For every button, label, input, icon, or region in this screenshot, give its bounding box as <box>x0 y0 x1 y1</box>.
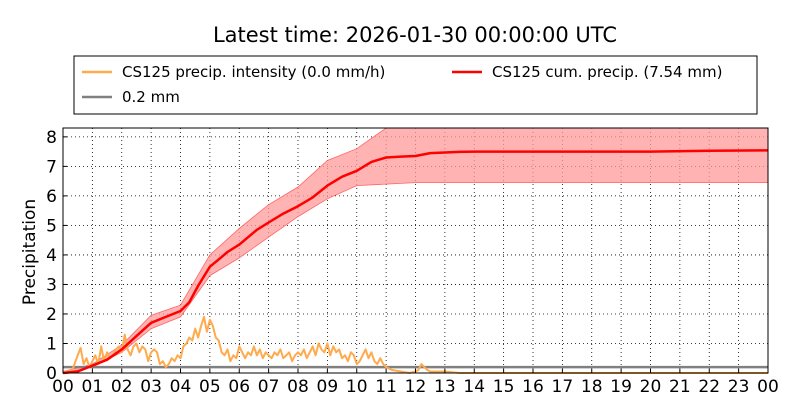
plot-frame <box>62 127 769 374</box>
x-ticks: 00 01 02 03 04 05 06 07 08 09 10 11 12 13 14 15 16 17 18 19… <box>52 369 779 397</box>
legend-label-threshold: 0.2 mm <box>122 88 180 106</box>
intensity-line <box>63 315 768 374</box>
x-tick-label: 00 <box>52 377 74 397</box>
y-tick-label: 6 <box>46 187 57 207</box>
y-tick-label: 1 <box>46 334 57 354</box>
legend-label-cumulative: CS125 cum. precip. (7.54 mm) <box>492 63 722 81</box>
x-tick-label: 19 <box>610 377 632 397</box>
legend-label-intensity: CS125 precip. intensity (0.0 mm/h) <box>122 63 385 81</box>
x-tick-label: 12 <box>405 377 427 397</box>
x-tick-label: 06 <box>228 377 250 397</box>
x-tick-label: 18 <box>581 377 603 397</box>
series-lines <box>62 149 769 375</box>
x-tick-label: 23 <box>728 377 750 397</box>
x-tick-label: 16 <box>522 377 544 397</box>
legend: CS125 precip. intensity (0.0 mm/h) CS125… <box>73 55 758 115</box>
x-tick-label: 15 <box>493 377 515 397</box>
x-tick-label: 07 <box>258 377 280 397</box>
x-tick-label: 04 <box>170 377 192 397</box>
x-tick-label: 02 <box>111 377 133 397</box>
cumulative-line <box>62 149 769 375</box>
y-tick-label: 8 <box>46 128 57 148</box>
y-ticks: 0 1 2 3 4 5 6 7 8 <box>46 128 67 384</box>
x-tick-label: 11 <box>375 377 397 397</box>
y-tick-label: 3 <box>46 275 57 295</box>
x-tick-label: 20 <box>640 377 662 397</box>
y-tick-label: 5 <box>46 216 57 236</box>
y-tick-label: 2 <box>46 305 57 325</box>
x-tick-label: 22 <box>698 377 720 397</box>
x-tick-label: 05 <box>199 377 221 397</box>
x-tick-label: 03 <box>140 377 162 397</box>
x-tick-label: 13 <box>434 377 456 397</box>
x-tick-label: 00 <box>757 377 779 397</box>
y-axis-label: Precipitation <box>20 199 40 305</box>
y-tick-label: 7 <box>46 157 57 177</box>
x-tick-label: 09 <box>317 377 339 397</box>
x-tick-label: 17 <box>552 377 574 397</box>
x-tick-label: 10 <box>346 377 368 397</box>
x-tick-label: 14 <box>463 377 485 397</box>
x-tick-label: 08 <box>287 377 309 397</box>
y-tick-label: 0 <box>46 364 57 384</box>
x-tick-label: 21 <box>669 377 691 397</box>
legend-box <box>73 55 758 115</box>
x-tick-label: 01 <box>82 377 104 397</box>
chart-title: Latest time: 2026-01-30 00:00:00 UTC <box>213 23 617 47</box>
y-tick-label: 4 <box>46 246 57 266</box>
